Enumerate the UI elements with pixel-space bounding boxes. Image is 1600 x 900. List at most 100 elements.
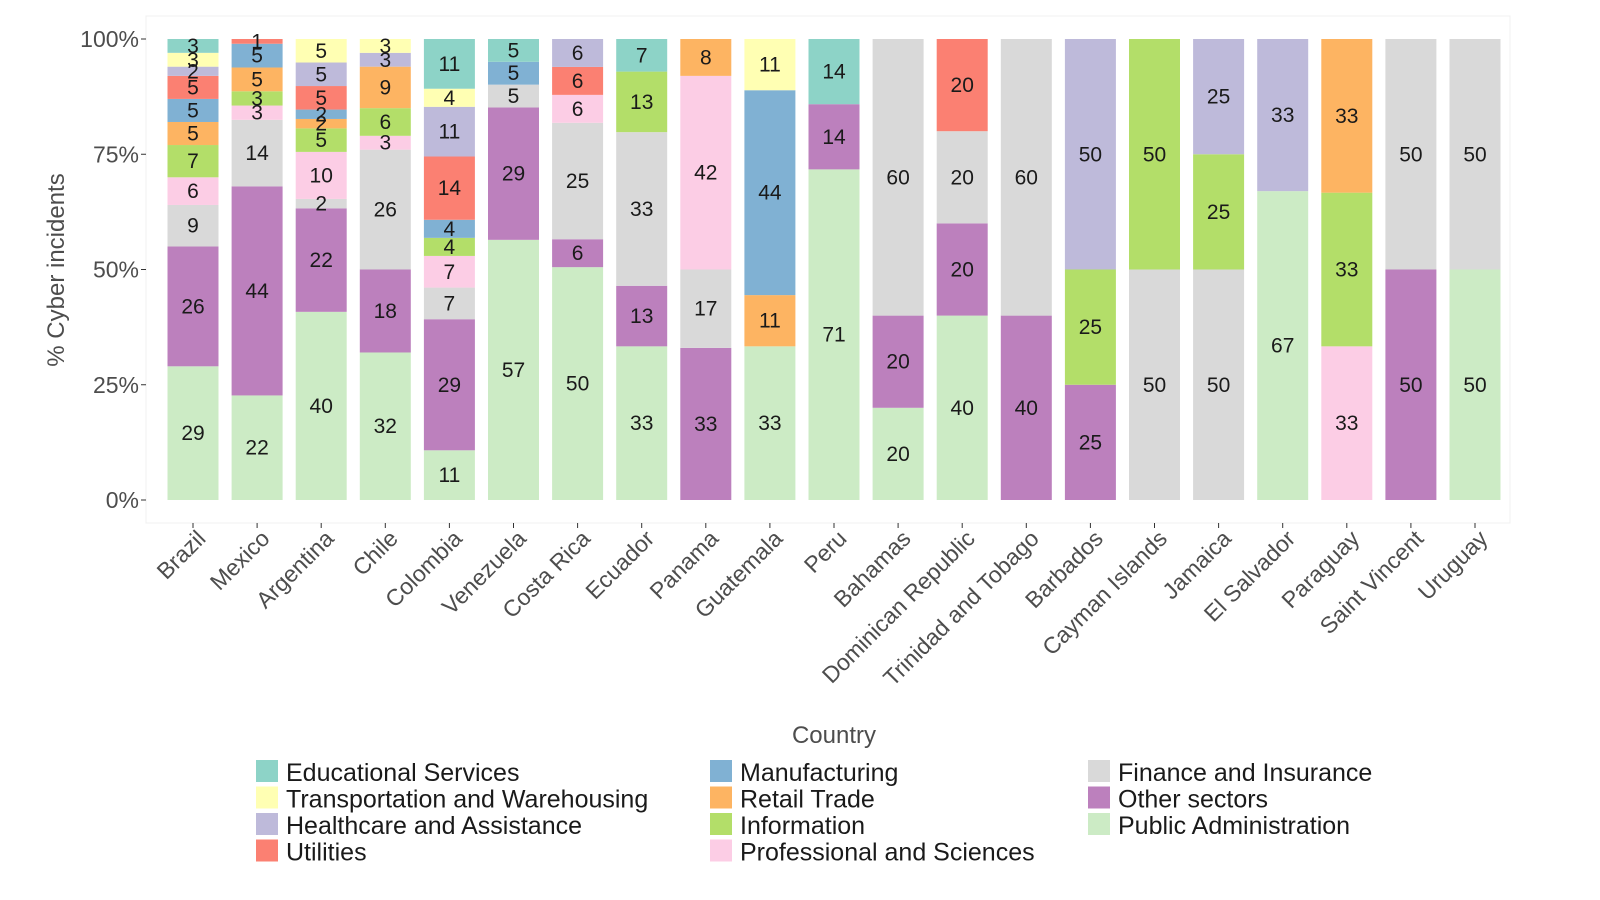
bar-segment [552, 239, 604, 268]
segment-value-label: 50 [1207, 374, 1230, 397]
bar-segment [359, 108, 411, 136]
bar-stack [808, 39, 860, 500]
bar-segment [167, 177, 219, 205]
legend-item: Public Administration [1088, 812, 1350, 840]
bar-segment [1064, 269, 1116, 385]
legend-item: Transportation and Warehousing [256, 786, 648, 814]
segment-value-label: 11 [438, 464, 460, 487]
bar-segment [552, 94, 604, 123]
segment-value-label: 50 [1143, 374, 1166, 397]
bar-segment [231, 91, 283, 106]
segment-value-label: 42 [694, 162, 717, 185]
segment-value-label: 9 [187, 215, 199, 238]
bar-segment [744, 295, 796, 347]
bar-stack [1064, 39, 1116, 500]
legend-swatch [1088, 760, 1110, 782]
segment-value-label: 60 [886, 166, 909, 189]
legend-swatch [256, 786, 278, 809]
bar-segment [295, 39, 347, 63]
bar-segment [1321, 192, 1373, 347]
bars-layer [167, 39, 1501, 500]
segment-value-label: 44 [758, 182, 782, 205]
bar-segment [552, 39, 604, 67]
legend-label: Information [740, 812, 865, 840]
bar-segment [1064, 384, 1116, 500]
segment-value-label: 33 [1335, 412, 1358, 435]
y-tick-label: 25% [93, 372, 139, 398]
segment-value-label: 5 [315, 63, 327, 86]
segment-value-label: 5 [315, 87, 327, 110]
segment-value-label: 6 [187, 180, 199, 203]
segment-value-label: 33 [758, 412, 781, 435]
bar-segment [167, 121, 219, 146]
segment-value-label: 4 [444, 87, 456, 110]
segment-value-label: 7 [444, 292, 456, 315]
bar-segment [167, 204, 219, 247]
segment-value-label: 71 [822, 324, 845, 347]
y-tick-label: 100% [80, 26, 139, 52]
bar-segment [295, 86, 347, 110]
segment-value-label: 14 [438, 177, 462, 200]
segment-value-label: 25 [1207, 201, 1230, 224]
bar-segment [295, 208, 347, 312]
bar-segment [1129, 39, 1180, 270]
bar-segment [423, 287, 475, 320]
bar-segment [488, 239, 539, 500]
segment-value-label: 20 [951, 166, 974, 189]
segment-value-label: 29 [438, 374, 461, 397]
segment-value-label: 14 [245, 142, 269, 165]
segment-value-label: 60 [1015, 166, 1038, 189]
segment-value-label: 57 [502, 359, 525, 382]
segment-value-label: 7 [636, 44, 648, 67]
y-tick-label: 0% [106, 487, 139, 513]
segment-value-label: 40 [1015, 397, 1038, 420]
legend-item: Utilities [256, 839, 367, 867]
bar-stack [616, 39, 668, 500]
bar-stack [1000, 39, 1052, 500]
segment-value-label: 20 [951, 259, 974, 282]
segment-value-label: 5 [508, 85, 520, 108]
x-tick-label: Peru [799, 525, 852, 578]
bar-segment [423, 156, 475, 220]
bar-segment [295, 311, 347, 500]
bar-segment [359, 269, 411, 353]
bar-segment [1000, 39, 1052, 316]
segment-value-label: 2 [315, 113, 327, 136]
segment-value-label: 3 [379, 132, 391, 155]
legend-label: Professional and Sciences [740, 839, 1035, 867]
bar-segment [423, 237, 475, 256]
bar-segment [616, 285, 668, 347]
y-tick-label: 75% [93, 141, 139, 167]
bar-segment [295, 128, 347, 152]
segment-value-label: 4 [444, 236, 456, 259]
y-axis: 0% 25% 50% 75% 100% [80, 26, 146, 513]
legend-item: Finance and Insurance [1088, 759, 1372, 787]
legend-item: Healthcare and Assistance [256, 812, 582, 840]
bar-segment [167, 98, 219, 122]
bar-stack [295, 39, 347, 500]
bar-segment [680, 39, 732, 76]
bar-segment [488, 61, 539, 85]
bar-segment [872, 315, 924, 408]
bar-segment [423, 255, 475, 288]
legend-swatch [256, 760, 278, 782]
bar-stack [1385, 39, 1437, 500]
bar-segment [1193, 154, 1245, 270]
legend-label: Educational Services [286, 759, 519, 787]
segment-value-label: 20 [886, 443, 909, 466]
bar-segment [680, 347, 732, 500]
bar-segment [616, 132, 668, 286]
segment-value-label: 5 [187, 99, 199, 122]
segment-value-label: 33 [1335, 259, 1358, 282]
segment-value-label: 50 [1079, 143, 1102, 166]
segment-value-label: 11 [438, 121, 460, 144]
segment-value-label: 22 [310, 249, 333, 272]
bar-segment [1193, 269, 1245, 500]
segment-value-label: 9 [379, 76, 391, 99]
legend-swatch [1088, 786, 1110, 809]
bar-stack [680, 39, 732, 500]
bar-stack [488, 39, 539, 500]
bar-segment [744, 39, 796, 91]
bar-segment [231, 67, 283, 92]
bar-segment [488, 39, 539, 62]
